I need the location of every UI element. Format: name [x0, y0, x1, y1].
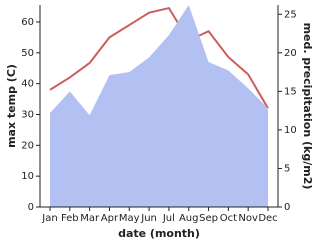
x-tick-label: Apr — [101, 213, 119, 224]
y2-axis-label: med. precipitation (kg/m2) — [301, 23, 314, 190]
y-tick-label: 60 — [21, 17, 34, 28]
x-tick-label: Sep — [199, 213, 218, 224]
y-tick-label: 50 — [21, 48, 34, 59]
temperature-line — [49, 6, 269, 109]
y-tick-label: 0 — [28, 202, 34, 213]
x-tick-label: Oct — [220, 213, 237, 224]
y2-tick-label: 15 — [284, 86, 297, 97]
x-tick-label: Feb — [61, 213, 79, 224]
y2-tick-label: 25 — [284, 9, 297, 20]
y2-tick-label: 0 — [284, 202, 290, 213]
precipitation-area — [50, 5, 268, 207]
y-axis-label: max temp (C) — [5, 64, 18, 148]
y-tick-label: 20 — [21, 140, 34, 151]
x-tick-label: Jun — [140, 213, 157, 224]
x-tick-label: Jan — [41, 213, 57, 224]
y2-tick-label: 5 — [284, 163, 290, 174]
y2-tick-label: 20 — [284, 48, 297, 59]
chart: date (month) max temp (C) med. precipita… — [5, 5, 314, 240]
x-tick-label: May — [119, 213, 140, 224]
y-tick-label: 10 — [21, 171, 34, 182]
x-tick-label: Jul — [162, 213, 175, 224]
y-tick-label: 40 — [21, 79, 34, 90]
y2-tick-label: 10 — [284, 125, 297, 136]
x-tick-label: Aug — [179, 213, 199, 224]
y-tick-label: 30 — [21, 109, 34, 120]
x-axis-label: date (month) — [118, 227, 200, 240]
x-tick-label: Dec — [258, 213, 277, 224]
x-tick-label: Nov — [238, 213, 258, 224]
x-tick-label: Mar — [80, 213, 100, 224]
